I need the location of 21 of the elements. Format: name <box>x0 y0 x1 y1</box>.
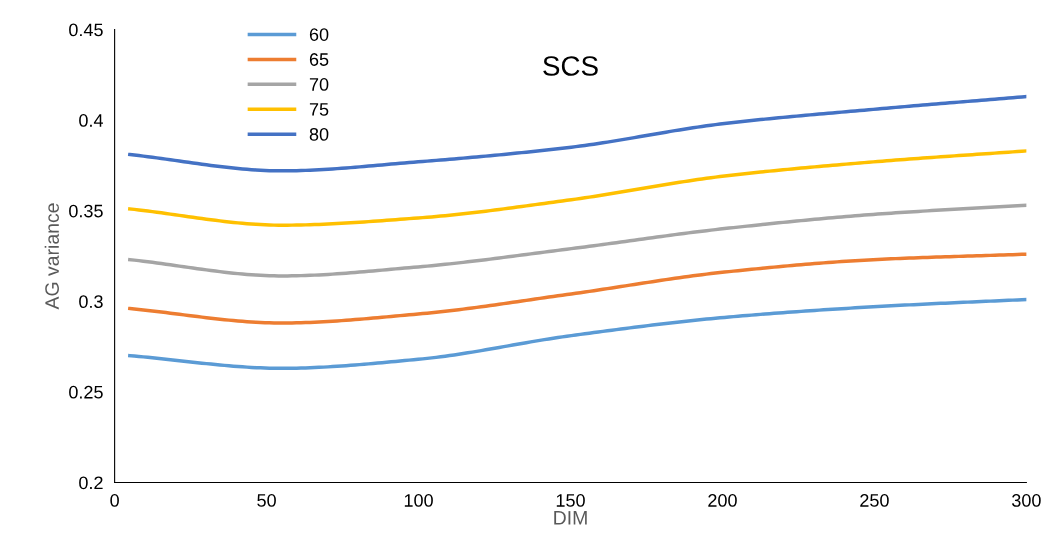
legend-label: 80 <box>309 127 329 141</box>
x-tick-label: 50 <box>257 494 276 507</box>
legend-label: 65 <box>309 53 329 66</box>
y-tick-label: 0.2 <box>79 476 103 490</box>
x-tick-label: 150 <box>556 494 585 507</box>
x-tick-label: 0 <box>110 494 119 507</box>
text: SCS <box>543 56 598 76</box>
y-tick-label: 0.25 <box>69 385 103 399</box>
x-tick-label: 100 <box>404 494 433 507</box>
y-axis-title: AG variance <box>44 203 59 310</box>
x-tick-label: 200 <box>708 494 737 507</box>
y-tick-label: 0.45 <box>69 23 103 37</box>
x-tick-label: 250 <box>860 494 889 507</box>
x-tick-label: 300 <box>1012 494 1041 507</box>
legend-label: 60 <box>309 28 329 41</box>
y-tick-label: 0.3 <box>79 295 103 309</box>
y-tick-label: 0.35 <box>69 204 103 218</box>
legend-label: 70 <box>309 78 329 91</box>
legend-label: 75 <box>309 103 329 116</box>
x-axis-title: DIM <box>554 511 587 525</box>
y-tick-label: 0.4 <box>79 114 103 127</box>
